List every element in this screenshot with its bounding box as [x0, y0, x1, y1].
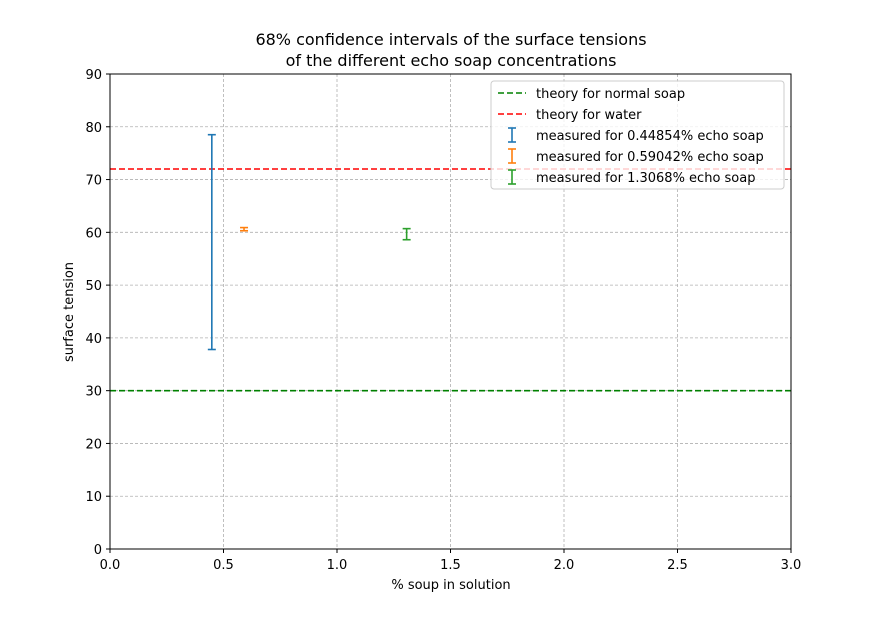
x-tick-label: 2.5	[667, 558, 688, 573]
legend-label: measured for 0.44854% echo soap	[536, 129, 764, 144]
errorbars	[207, 133, 411, 351]
legend-label: theory for normal soap	[536, 87, 685, 102]
legend-label: measured for 1.3068% echo soap	[536, 171, 755, 186]
y-tick-label: 10	[85, 490, 102, 505]
y-tick-label: 0	[94, 543, 102, 558]
y-tick-label: 90	[85, 68, 102, 83]
y-tick-label: 20	[85, 437, 102, 452]
y-tick-label: 40	[85, 332, 102, 347]
legend-label: measured for 0.59042% echo soap	[536, 150, 764, 165]
y-tick-label: 80	[85, 121, 102, 136]
chart-title-line-2: of the different echo soap concentration…	[286, 51, 617, 70]
chart-title-line-1: 68% confidence intervals of the surface …	[255, 30, 646, 49]
x-tick-label: 2.0	[554, 558, 575, 573]
x-tick-label: 0.5	[213, 558, 234, 573]
y-axis-label: surface tension	[62, 262, 77, 362]
y-tick-label: 30	[85, 385, 102, 400]
legend-label: theory for water	[536, 108, 642, 123]
y-axis-ticks: 0 10 20 30 40 50 60 70 80 90	[85, 68, 110, 558]
y-tick-label: 70	[85, 174, 102, 189]
legend: theory for normal soap theory for water me…	[490, 80, 785, 190]
x-tick-label: 0.0	[100, 558, 121, 573]
x-tick-label: 1.0	[327, 558, 348, 573]
y-tick-label: 50	[85, 279, 102, 294]
x-tick-label: 3.0	[781, 558, 802, 573]
x-axis-ticks: 0.0 0.5 1.0 1.5 2.0 2.5 3.0	[100, 549, 802, 573]
y-tick-label: 60	[85, 226, 102, 241]
x-tick-label: 1.5	[440, 558, 461, 573]
x-axis-label: % soup in solution	[391, 578, 510, 593]
legend-box	[490, 80, 785, 190]
